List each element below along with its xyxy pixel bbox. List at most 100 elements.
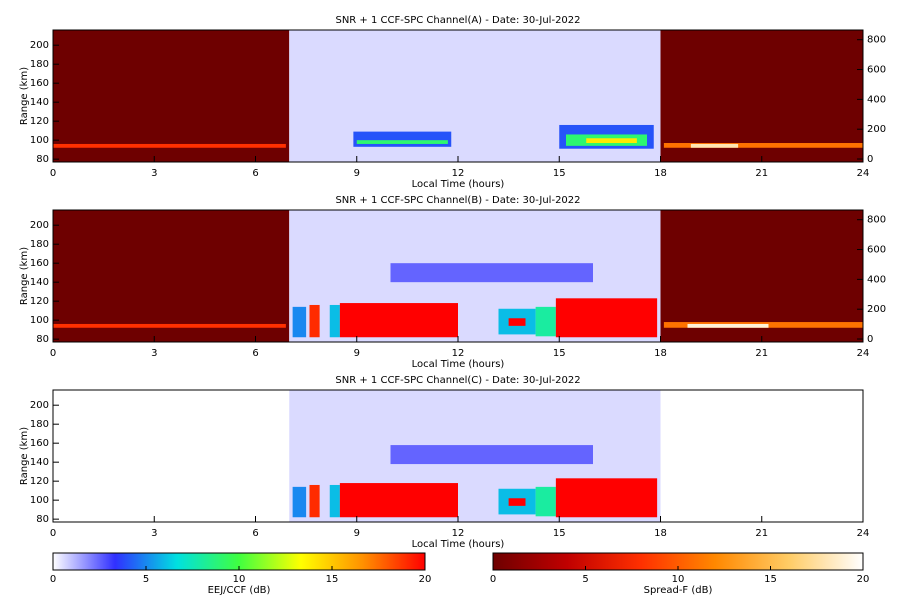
colorbar-label: Spread-F (dB) [644, 585, 713, 596]
cell [53, 210, 290, 342]
y-tick-label: 100 [30, 495, 49, 506]
y2-tick-label: 800 [867, 35, 886, 46]
x-tick-label: 12 [452, 348, 465, 359]
y-tick-label: 100 [30, 315, 49, 326]
cell [329, 484, 340, 518]
cell [555, 478, 658, 518]
x-tick-label: 24 [857, 528, 870, 539]
cell [586, 138, 637, 144]
cell [660, 210, 863, 342]
cell [339, 483, 458, 518]
x-tick-label: 18 [654, 168, 667, 179]
cell [356, 140, 448, 144]
cell [353, 131, 452, 147]
y-tick-label: 140 [30, 277, 49, 288]
cell [309, 304, 320, 338]
plot-area [53, 30, 863, 162]
cell [535, 306, 556, 337]
y2-tick-label: 0 [867, 334, 873, 345]
y-tick-label: 200 [30, 40, 49, 51]
y-tick-label: 140 [30, 457, 49, 468]
x-tick-label: 9 [354, 348, 360, 359]
cell [53, 323, 286, 328]
plot-area [53, 210, 863, 342]
y2-tick-label: 600 [867, 245, 886, 256]
x-tick-label: 6 [252, 168, 258, 179]
colorbar-tick-label: 15 [326, 574, 339, 585]
y-axis-label: Range (km) [19, 247, 30, 305]
x-tick-label: 3 [151, 168, 157, 179]
y-tick-label: 100 [30, 135, 49, 146]
cell [687, 323, 769, 328]
y-tick-label: 160 [30, 438, 49, 449]
x-tick-label: 21 [755, 528, 768, 539]
colorbar-tick-label: 20 [857, 574, 870, 585]
cell [329, 304, 340, 338]
chart-title: SNR + 1 CCF-SPC Channel(B) - Date: 30-Ju… [335, 195, 580, 206]
x-tick-label: 18 [654, 528, 667, 539]
colorbar-label: EEJ/CCF (dB) [208, 585, 271, 596]
x-tick-label: 0 [50, 348, 56, 359]
x-tick-label: 21 [755, 348, 768, 359]
colorbar-tick-label: 15 [764, 574, 777, 585]
x-tick-label: 15 [553, 528, 566, 539]
x-tick-label: 9 [354, 168, 360, 179]
y-tick-label: 200 [30, 220, 49, 231]
y2-tick-label: 0 [867, 154, 873, 165]
colorbar-tick-label: 0 [50, 574, 56, 585]
x-tick-label: 15 [553, 168, 566, 179]
y-tick-label: 180 [30, 239, 49, 250]
colorbar-tick-label: 10 [233, 574, 246, 585]
cell [339, 303, 458, 338]
x-axis-label: Local Time (hours) [412, 179, 505, 190]
x-tick-label: 6 [252, 528, 258, 539]
chart-title: SNR + 1 CCF-SPC Channel(A) - Date: 30-Ju… [335, 15, 580, 26]
x-axis-label: Local Time (hours) [412, 539, 505, 550]
y-axis-label: Range (km) [19, 427, 30, 485]
colorbar-tick-label: 5 [582, 574, 588, 585]
cell [663, 143, 863, 148]
x-tick-label: 12 [452, 528, 465, 539]
x-tick-label: 18 [654, 348, 667, 359]
x-tick-label: 12 [452, 168, 465, 179]
x-tick-label: 0 [50, 528, 56, 539]
cell [660, 30, 863, 162]
colorbar-tick-label: 5 [143, 574, 149, 585]
y-tick-label: 120 [30, 116, 49, 127]
y-tick-label: 160 [30, 258, 49, 269]
y-tick-label: 200 [30, 400, 49, 411]
y-tick-label: 180 [30, 59, 49, 70]
chart-title: SNR + 1 CCF-SPC Channel(C) - Date: 30-Ju… [335, 375, 580, 386]
x-tick-label: 9 [354, 528, 360, 539]
x-tick-label: 0 [50, 168, 56, 179]
y2-tick-label: 400 [867, 94, 886, 105]
colorbar-tick-label: 20 [419, 574, 432, 585]
y-tick-label: 120 [30, 296, 49, 307]
y2-tick-label: 200 [867, 124, 886, 135]
cell [555, 298, 658, 338]
y-tick-label: 160 [30, 78, 49, 89]
y-tick-label: 80 [36, 154, 49, 165]
y-axis-label: Range (km) [19, 67, 30, 125]
cell [292, 486, 307, 518]
y2-tick-label: 600 [867, 65, 886, 76]
cell [690, 143, 739, 148]
x-tick-label: 24 [857, 348, 870, 359]
x-axis-label: Local Time (hours) [412, 359, 505, 370]
cell [390, 445, 593, 465]
x-tick-label: 21 [755, 168, 768, 179]
cell [535, 486, 556, 517]
y-tick-label: 80 [36, 514, 49, 525]
x-tick-label: 24 [857, 168, 870, 179]
x-tick-label: 6 [252, 348, 258, 359]
y2-tick-label: 400 [867, 274, 886, 285]
plot-area [289, 390, 661, 522]
y-tick-label: 140 [30, 97, 49, 108]
cell [53, 30, 290, 162]
x-tick-label: 3 [151, 528, 157, 539]
y-tick-label: 180 [30, 419, 49, 430]
y2-tick-label: 200 [867, 304, 886, 315]
x-tick-label: 3 [151, 348, 157, 359]
cell [53, 143, 286, 148]
